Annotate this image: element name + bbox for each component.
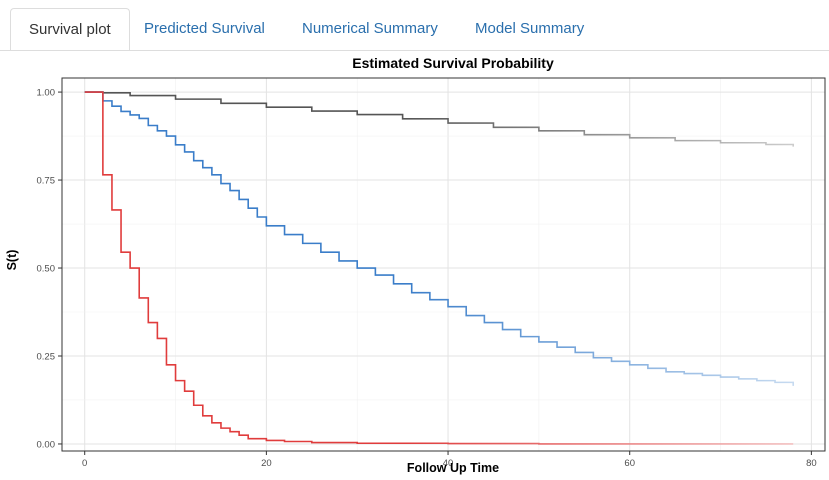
tab-bar: Survival plot Predicted Survival Numeric… <box>0 0 829 51</box>
y-tick-label: 0.50 <box>37 264 56 275</box>
tab-survival-plot[interactable]: Survival plot <box>10 8 130 51</box>
x-tick-label: 60 <box>624 458 635 469</box>
plot-panel: 0 20 40 60 80 0.00 0.25 0.50 0.75 1.00 <box>37 77 826 469</box>
survival-curve-0 <box>84 91 795 147</box>
y-axis-title: S(t) <box>5 250 19 271</box>
x-tick-label: 0 <box>82 458 87 469</box>
survival-curve-2 <box>84 91 794 445</box>
x-tick-label: 20 <box>261 458 272 469</box>
panel-border <box>61 77 826 452</box>
y-tick-label: 0.00 <box>37 439 56 450</box>
tab-divider <box>0 50 829 51</box>
x-tick-label: 40 <box>443 458 454 469</box>
y-tick-label: 1.00 <box>37 88 56 99</box>
x-tick-label: 80 <box>806 458 817 469</box>
tab-model-summary[interactable]: Model Summary <box>475 20 585 37</box>
chart-title: Estimated Survival Probability <box>352 55 554 71</box>
tab-numerical-summary[interactable]: Numerical Summary <box>302 20 438 37</box>
tab-predicted-survival[interactable]: Predicted Survival <box>144 20 265 37</box>
survival-curve-1 <box>84 91 795 386</box>
y-tick-label: 0.25 <box>37 351 56 362</box>
y-tick-label: 0.75 <box>37 176 56 187</box>
grid <box>62 78 825 451</box>
survival-chart: Estimated Survival Probability 0 20 40 60 80… <box>5 55 826 475</box>
x-axis-title: Follow Up Time <box>407 461 499 475</box>
